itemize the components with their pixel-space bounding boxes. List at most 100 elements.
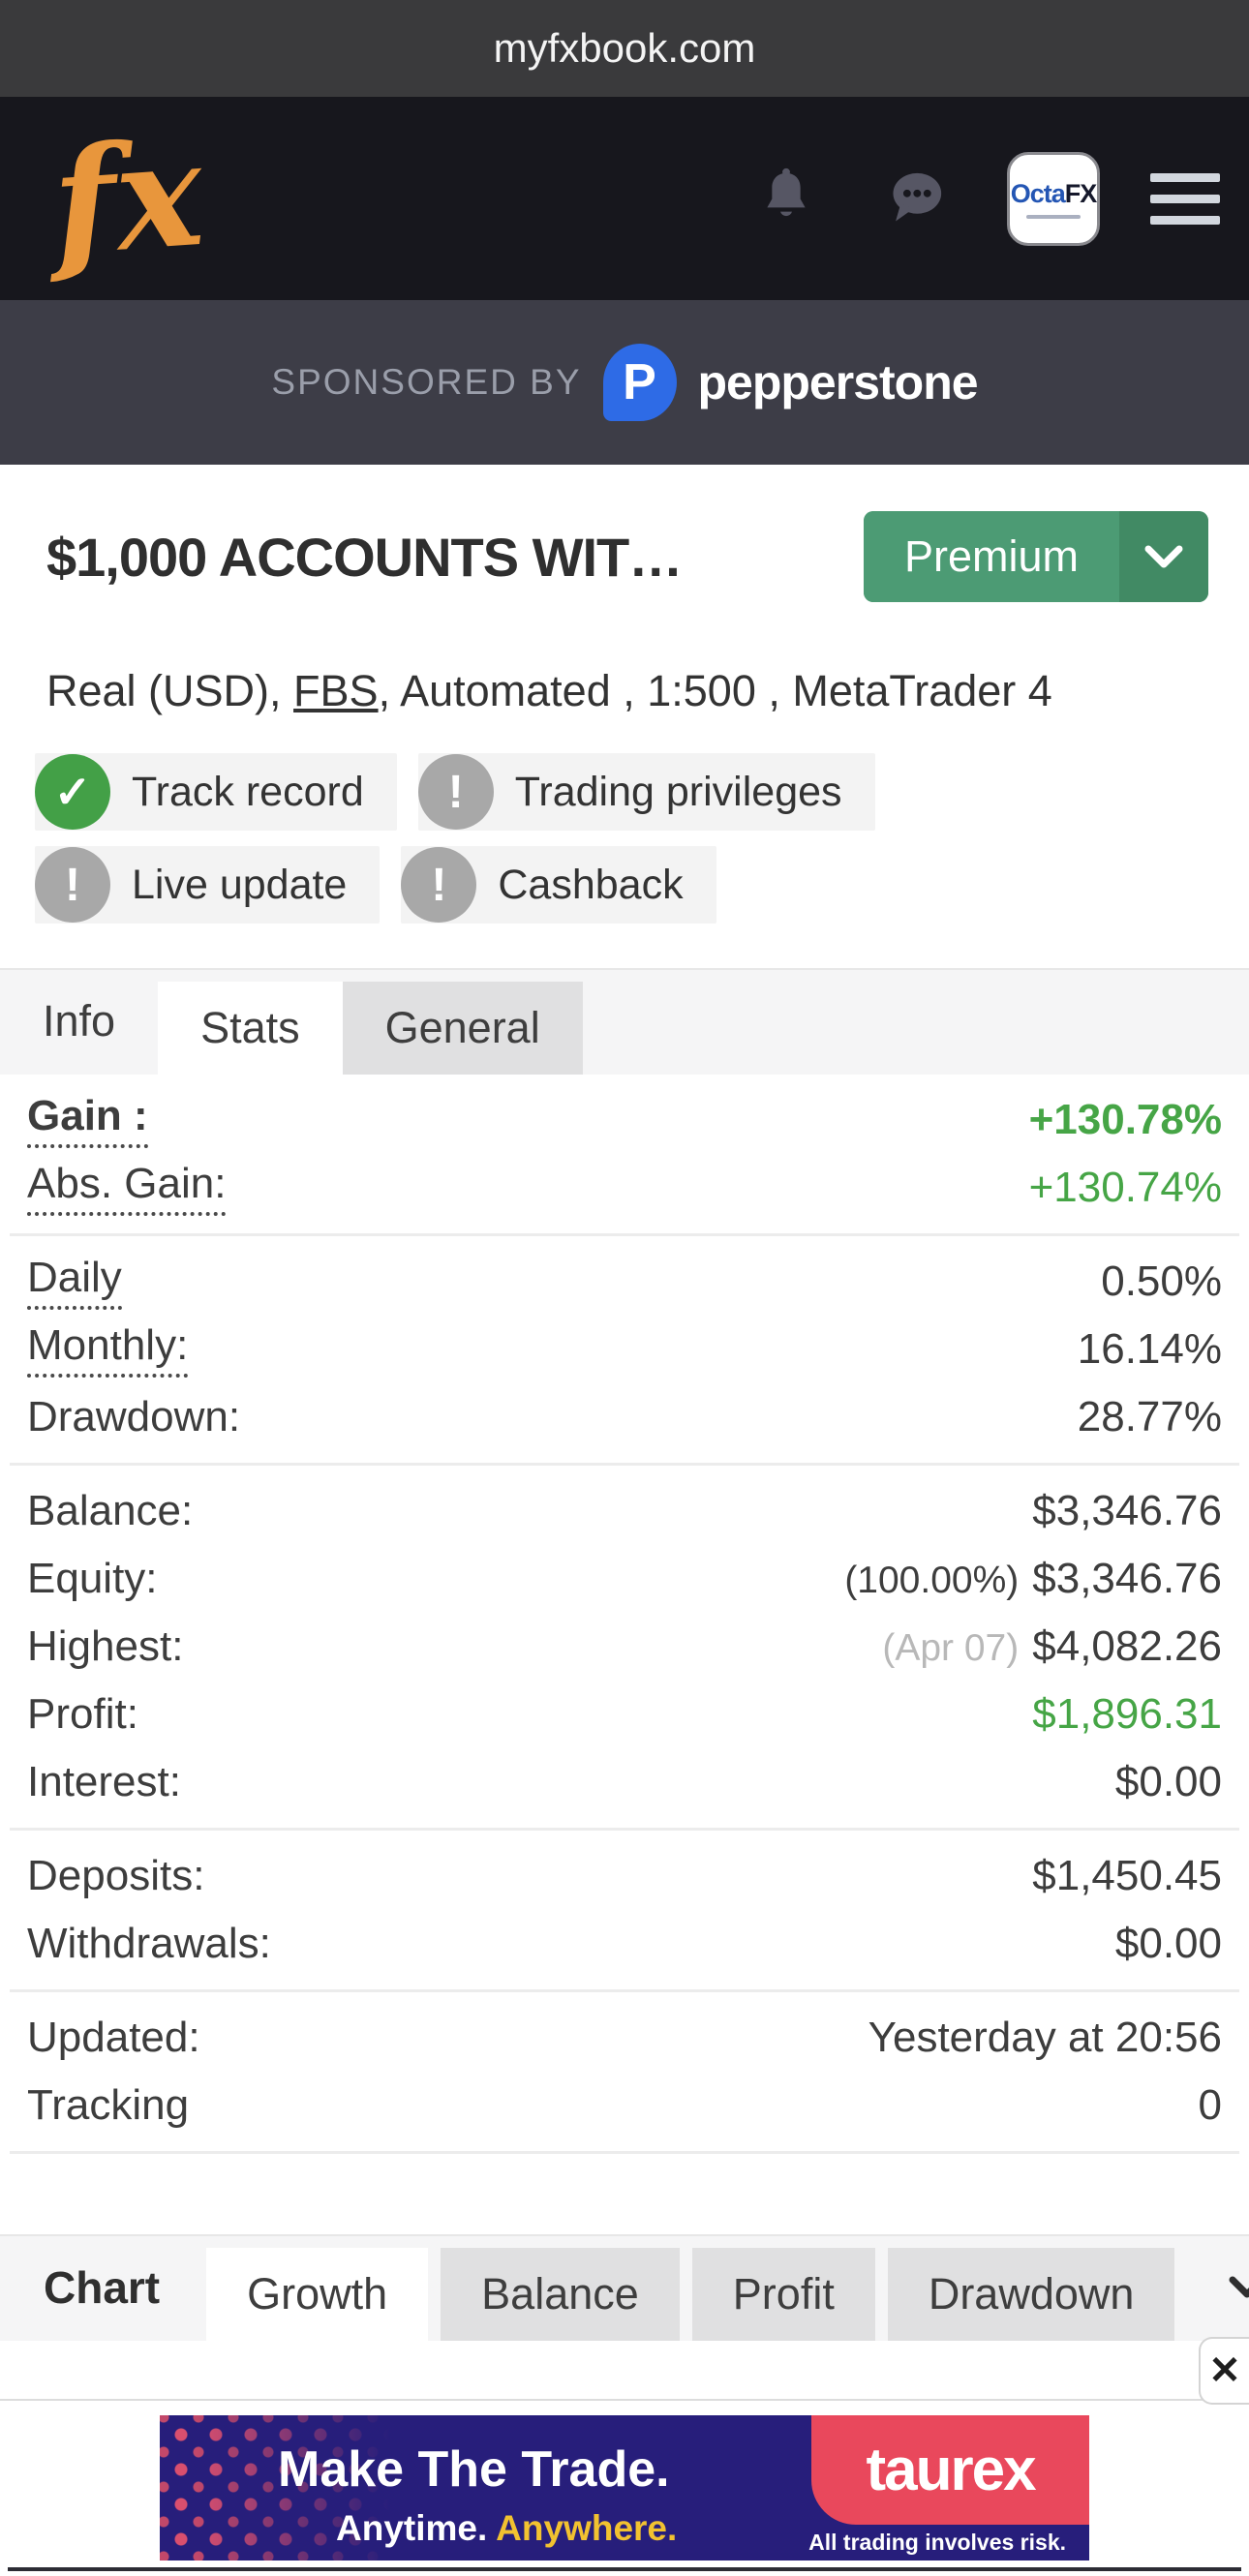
stat-value-group: (Apr 07) $4,082.26: [882, 1622, 1222, 1671]
premium-label: Premium: [863, 511, 1119, 602]
notifications-bell-icon[interactable]: [751, 164, 821, 233]
hamburger-menu-icon[interactable]: [1150, 172, 1220, 225]
account-title: $1,000 ACCOUNTS WIT…: [46, 526, 683, 588]
stat-label[interactable]: Abs. Gain:: [27, 1160, 227, 1216]
stat-value-group: 16.14%: [1078, 1325, 1222, 1374]
stats-row: Deposits: $1,450.45: [0, 1842, 1249, 1910]
stat-value-group: (100.00%) $3,346.76: [844, 1555, 1222, 1603]
stat-label[interactable]: Gain :: [27, 1092, 148, 1148]
badge-trading-privileges[interactable]: ! Trading privileges: [417, 753, 875, 831]
ad-headline: Make The Trade.: [278, 2441, 670, 2498]
stat-value-group: $1,896.31: [1032, 1690, 1222, 1739]
stat-label: Tracking: [27, 2081, 190, 2129]
stat-label: Balance:: [27, 1487, 194, 1534]
badge-label: Trading privileges: [514, 768, 842, 815]
stat-label: Drawdown:: [27, 1393, 241, 1440]
next-section-edge: [8, 2567, 1241, 2571]
tab-info[interactable]: Info: [43, 996, 116, 1046]
stats-row: Abs. Gain: +130.74%: [0, 1154, 1249, 1222]
stats-group: Gain : +130.78% Abs. Gain: +130.74%: [0, 1075, 1249, 1233]
stat-value: +130.78%: [1028, 1096, 1222, 1143]
stat-value-group: 28.77%: [1078, 1393, 1222, 1441]
tab-general[interactable]: General: [342, 982, 583, 1075]
stats-row: Tracking 0: [0, 2072, 1249, 2139]
stat-value: 0.50%: [1101, 1258, 1222, 1305]
verification-badges: ✓ Track record! Trading privileges ! Live up…: [0, 753, 1249, 924]
chart-more-chevron-down-icon[interactable]: [1228, 2234, 1249, 2341]
exclamation-circle-icon: !: [417, 754, 494, 830]
messages-chat-icon[interactable]: [881, 164, 951, 233]
ad-dots-fade: [160, 2415, 402, 2561]
sponsor-banner[interactable]: SPONSORED BY P pepperstone: [0, 300, 1249, 465]
info-tab-strip: Info Stats General: [0, 968, 1249, 1075]
stat-value-group: $0.00: [1115, 1758, 1222, 1806]
stat-label: Equity:: [27, 1555, 158, 1602]
ad-close-button[interactable]: ✕: [1199, 2337, 1249, 2405]
browser-url: myfxbook.com: [493, 25, 756, 71]
divider: [10, 1828, 1239, 1831]
account-title-row: $1,000 ACCOUNTS WIT… Premium: [0, 511, 1249, 602]
broker-logo-button[interactable]: OctaFX: [1007, 151, 1100, 246]
chart-section-label: Chart: [44, 2262, 161, 2313]
badge-label: Track record: [132, 768, 364, 815]
stats-row: Equity: (100.00%) $3,346.76: [0, 1545, 1249, 1613]
stat-value-group: $3,346.76: [1032, 1487, 1222, 1535]
stat-value: $0.00: [1114, 1920, 1222, 1967]
stats-row: Gain : +130.78%: [0, 1086, 1249, 1154]
broker-logo-text: OctaFX: [1010, 178, 1098, 208]
check-circle-icon: ✓: [35, 754, 110, 830]
chart-tab-growth[interactable]: Growth: [206, 2248, 429, 2341]
stat-value: $1,450.45: [1032, 1852, 1222, 1899]
stats-row: Updated: Yesterday at 20:56: [0, 2004, 1249, 2072]
broker-fbs-link[interactable]: FBS: [293, 666, 379, 715]
stat-value-group: $0.00: [1115, 1920, 1222, 1968]
premium-chevron-down-icon[interactable]: [1119, 511, 1208, 602]
chart-tab-drawdown[interactable]: Drawdown: [887, 2248, 1175, 2341]
stats-table: Gain : +130.78% Abs. Gain: +130.74% Daily 0.5…: [0, 1075, 1249, 2154]
chart-tab-strip: Chart Growth Balance Profit Drawdown: [0, 2234, 1249, 2341]
ad-subline: Anytime. Anywhere.: [336, 2508, 678, 2548]
browser-url-bar[interactable]: myfxbook.com: [0, 0, 1249, 97]
stats-row: Profit: $1,896.31: [0, 1681, 1249, 1748]
stats-row: Drawdown: 28.77%: [0, 1383, 1249, 1451]
app-header: fx OctaFX: [0, 97, 1249, 300]
premium-button[interactable]: Premium: [863, 511, 1208, 602]
chart-tab-profit[interactable]: Profit: [691, 2248, 875, 2341]
tab-stats[interactable]: Stats: [158, 982, 343, 1075]
stat-value: Yesterday at 20:56: [868, 2014, 1222, 2061]
stat-label: Withdrawals:: [27, 1920, 271, 1967]
stat-label: Profit:: [27, 1690, 138, 1738]
stat-label: Deposits:: [27, 1852, 205, 1899]
taurex-ad-banner[interactable]: Make The Trade. Anytime. Anywhere. taure…: [160, 2415, 1089, 2561]
ad-disclaimer: All trading involves risk.: [808, 2530, 1066, 2555]
badge-track-record[interactable]: ✓ Track record: [35, 753, 397, 831]
stat-label: Updated:: [27, 2014, 200, 2061]
stat-value-group: Yesterday at 20:56: [868, 2014, 1222, 2062]
stats-group: Daily 0.50% Monthly: 16.14% Drawdown: 28.77%: [0, 1236, 1249, 1463]
account-subtitle: Real (USD), FBS, Automated , 1:500 , Met…: [46, 666, 1052, 715]
stats-row: Highest: (Apr 07) $4,082.26: [0, 1613, 1249, 1681]
divider: [10, 1989, 1239, 1992]
stat-value: 0: [1198, 2081, 1222, 2129]
badge-label: Cashback: [498, 861, 684, 908]
chart-tab-balance[interactable]: Balance: [441, 2248, 680, 2341]
pepperstone-mark-icon: P: [602, 344, 677, 421]
ad-container-top: ✕: [0, 2337, 1249, 2405]
stat-value-group: +130.78%: [1029, 1096, 1222, 1144]
badge-cashback[interactable]: ! Cashback: [401, 846, 716, 924]
stats-row: Interest: $0.00: [0, 1748, 1249, 1816]
stats-row: Monthly: 16.14%: [0, 1316, 1249, 1383]
stat-value: $4,082.26: [1032, 1622, 1222, 1670]
ad-brand-block: taurex: [811, 2415, 1089, 2525]
divider: [10, 1463, 1239, 1466]
stat-value-prefix: (Apr 07): [882, 1627, 1020, 1669]
stat-value-group: $1,450.45: [1032, 1852, 1222, 1900]
stat-value: 28.77%: [1077, 1393, 1222, 1440]
exclamation-circle-icon: !: [35, 847, 110, 923]
stat-label[interactable]: Daily: [27, 1254, 122, 1310]
badge-live-update[interactable]: ! Live update: [35, 846, 381, 924]
myfxbook-logo[interactable]: fx: [47, 107, 208, 289]
stat-label[interactable]: Monthly:: [27, 1321, 189, 1378]
stats-row: Balance: $3,346.76: [0, 1477, 1249, 1545]
exclamation-circle-icon: !: [401, 847, 477, 923]
